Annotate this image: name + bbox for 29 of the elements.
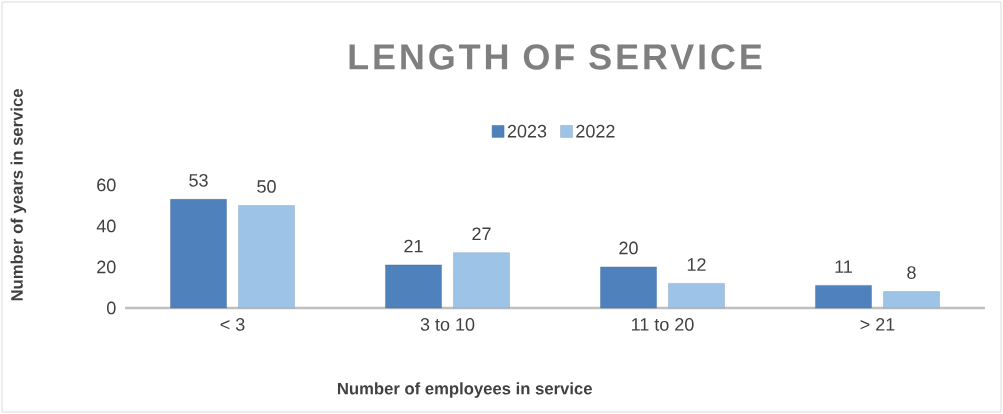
bar [600, 266, 657, 309]
data-label: 50 [257, 180, 276, 193]
data-label: 53 [189, 173, 208, 187]
x-tick-label: 11 to 20 [632, 318, 694, 331]
x-axis-title: Number of employees in service [337, 382, 592, 398]
y-tick-label: 0 [107, 301, 116, 315]
bar [385, 264, 442, 309]
legend-label: 2023 [507, 124, 547, 138]
data-label: 21 [404, 239, 423, 253]
bar [815, 285, 872, 309]
bar [668, 283, 725, 309]
y-tick-label: 60 [97, 178, 116, 192]
data-label: 12 [687, 258, 706, 271]
x-tick-label: > 21 [860, 318, 895, 331]
x-tick-label: 3 to 10 [420, 318, 475, 331]
chart-title: LENGTH OF SERVICE [349, 44, 762, 70]
bar [170, 199, 227, 309]
data-label: 11 [835, 260, 852, 273]
bar [453, 252, 510, 309]
y-axis-title: Number of years in service [10, 89, 27, 301]
data-label: 20 [619, 241, 638, 255]
data-label: 8 [907, 266, 916, 279]
y-tick-label: 20 [97, 260, 116, 274]
legend-label: 2022 [576, 124, 615, 138]
bar [883, 291, 940, 309]
x-tick-label: < 3 [220, 318, 245, 331]
y-tick-label: 40 [96, 219, 116, 233]
data-label: 27 [472, 227, 491, 240]
bar [238, 205, 295, 309]
